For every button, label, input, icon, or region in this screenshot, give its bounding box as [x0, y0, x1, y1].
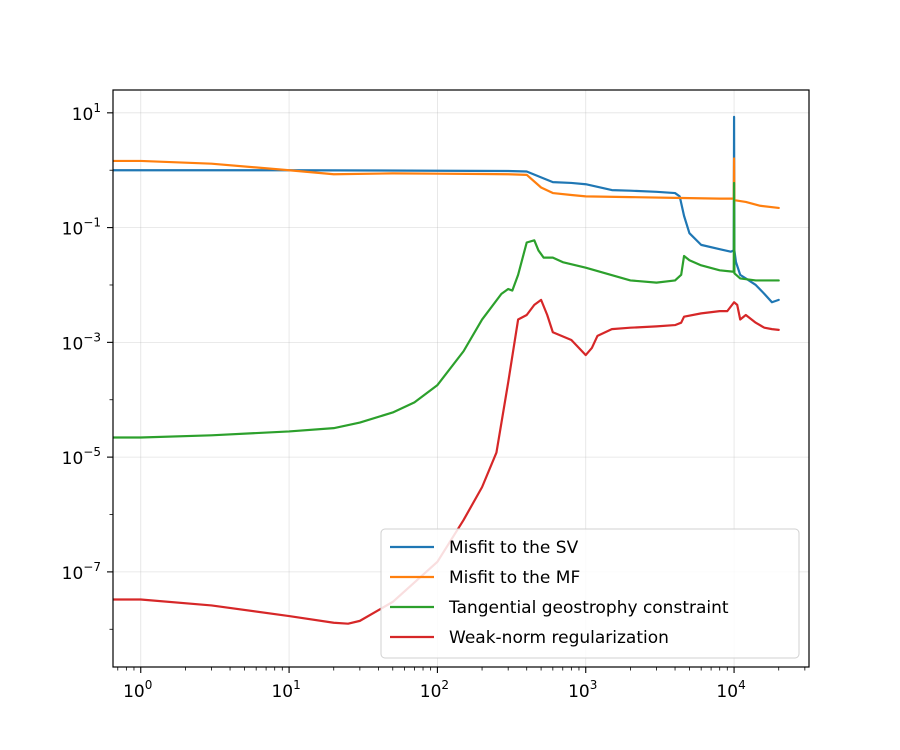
y-tick-label: 10−7	[62, 560, 101, 584]
series-line-3	[113, 181, 780, 439]
legend-label: Misfit to the MF	[449, 568, 580, 588]
x-tick-label: 100	[123, 678, 152, 702]
y-tick-label: 10−1	[62, 216, 101, 240]
y-tick-label: 10−5	[62, 445, 101, 469]
axes-frame	[112, 89, 810, 668]
legend-label: Misfit to the SV	[449, 538, 579, 558]
y-tick-label: 101	[72, 101, 101, 125]
y-tick-label: 10−3	[62, 330, 101, 354]
legend-label: Weak-norm regularization	[449, 628, 669, 648]
series-line-1	[113, 115, 780, 304]
legend: Misfit to the SV Misfit to the MF Tangenti…	[380, 528, 800, 659]
series-line-2	[113, 157, 780, 210]
legend-box	[380, 528, 800, 659]
series-line-4	[113, 298, 780, 625]
y-axis: 101 10−1 10−3 10−5 10−7	[62, 101, 113, 630]
x-tick-label: 101	[271, 678, 300, 702]
x-axis: 100 101 102 103 104	[117, 667, 806, 702]
x-tick-label: 103	[568, 678, 597, 702]
legend-label: Tangential geostrophy constraint	[448, 598, 729, 618]
x-tick-label: 102	[420, 678, 449, 702]
x-tick-label: 104	[716, 678, 745, 702]
plot-series	[113, 115, 780, 625]
